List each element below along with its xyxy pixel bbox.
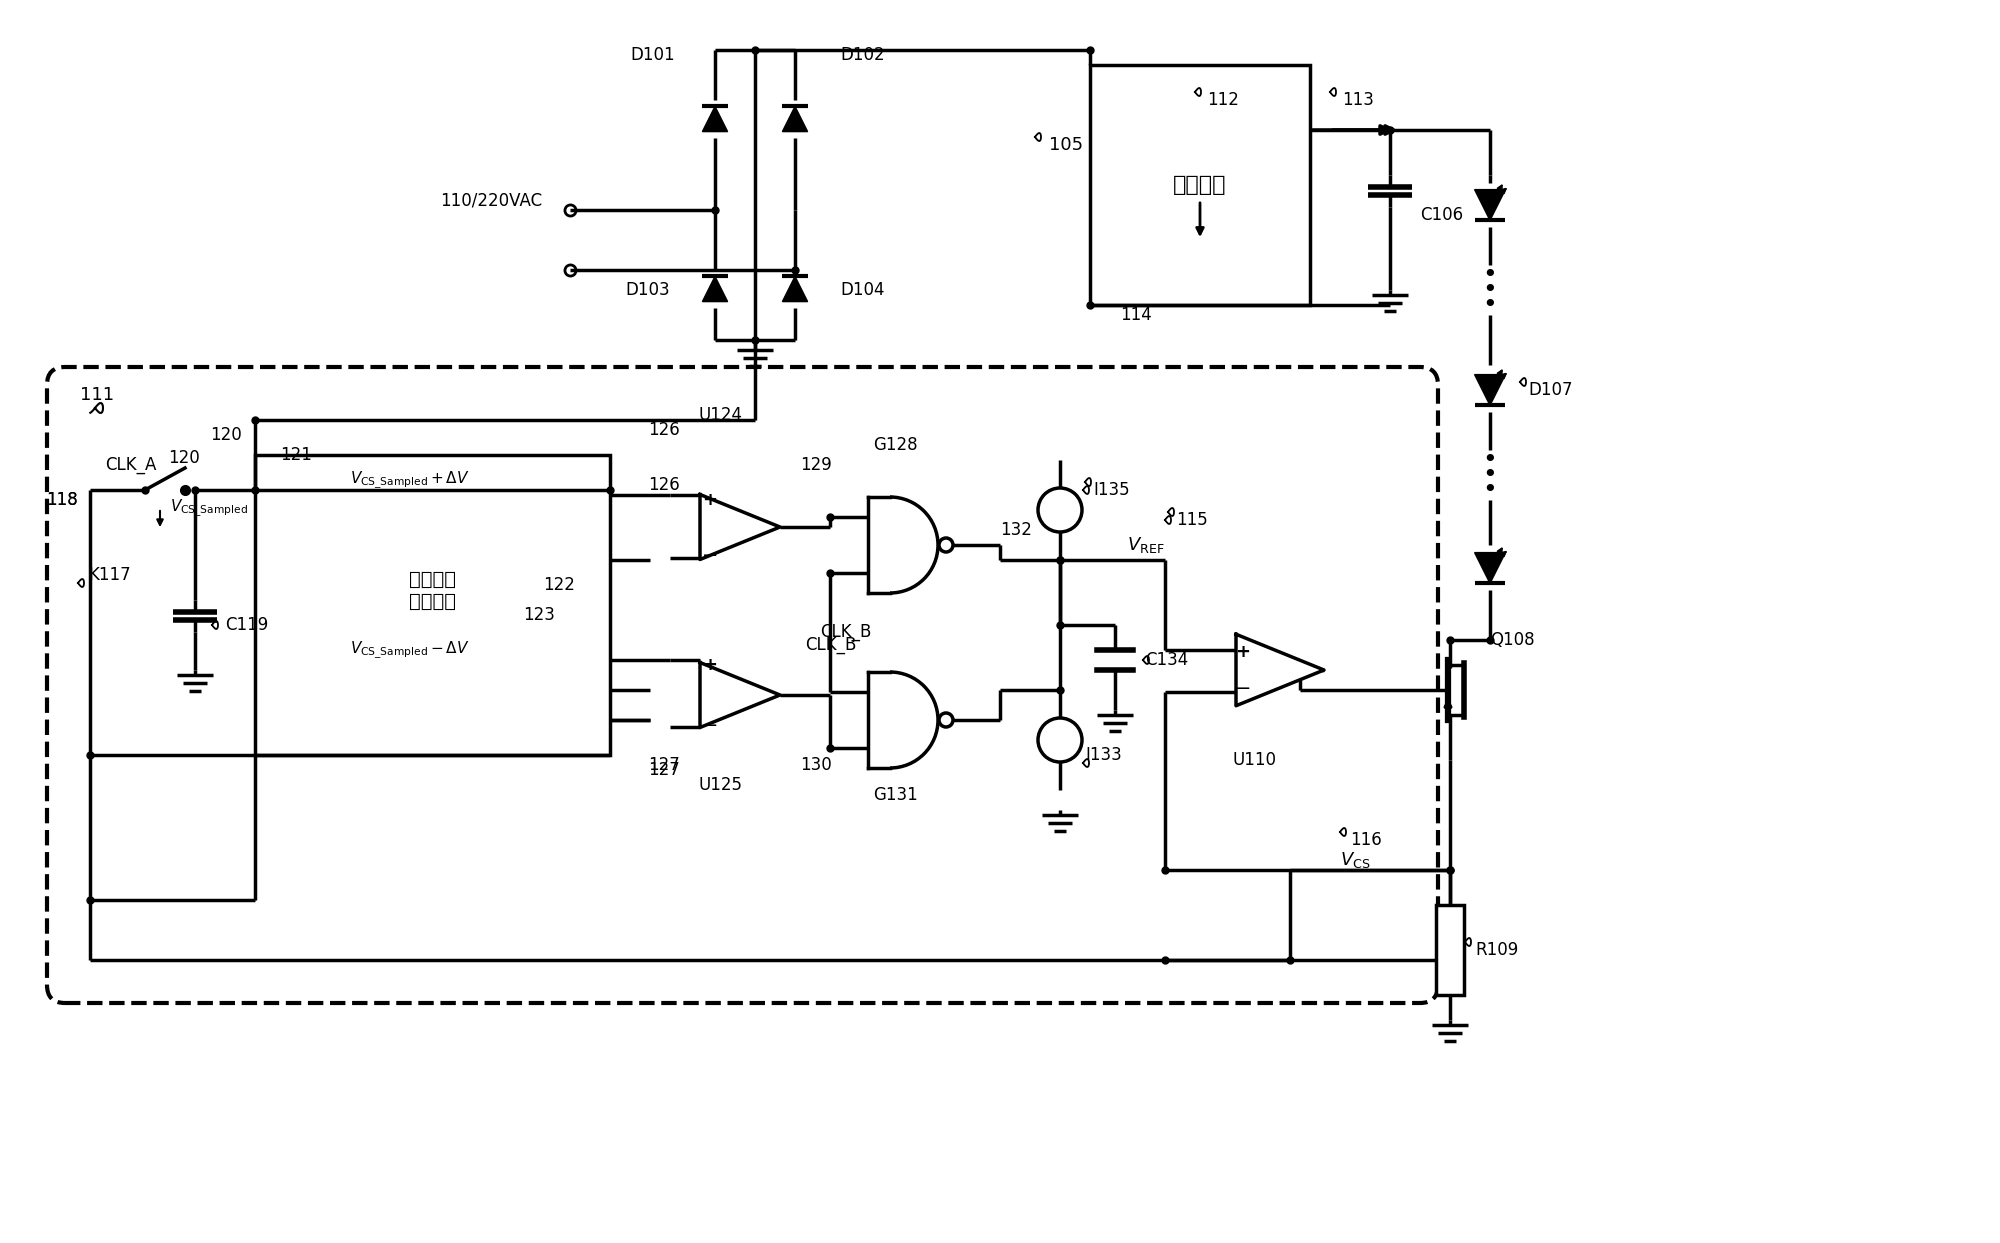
Text: 112: 112 [1208,91,1238,109]
Circle shape [1038,718,1082,762]
Text: U124: U124 [698,406,742,424]
FancyBboxPatch shape [1090,65,1310,305]
Polygon shape [1474,374,1506,405]
Text: $V_{\rm CS\_Sampled}$: $V_{\rm CS\_Sampled}$ [170,497,248,518]
Text: U125: U125 [698,776,742,794]
Text: •: • [1482,479,1498,502]
Text: I135: I135 [1092,481,1130,498]
Text: C106: C106 [1420,206,1464,224]
Text: −: − [702,716,718,735]
Text: •: • [1482,278,1498,302]
Text: 113: 113 [1342,91,1374,109]
Text: CLK_A: CLK_A [104,456,156,474]
Text: U110: U110 [1232,751,1278,769]
Circle shape [1038,488,1082,532]
Text: 111: 111 [80,387,114,404]
Text: G131: G131 [872,786,918,804]
FancyBboxPatch shape [256,455,610,755]
Text: 127: 127 [648,761,680,779]
Polygon shape [1474,190,1506,220]
Text: $V_{\rm CS\_Sampled}-\Delta V$: $V_{\rm CS\_Sampled}-\Delta V$ [350,639,470,660]
Text: 116: 116 [1350,832,1382,849]
Text: 115: 115 [1176,511,1208,530]
Text: D102: D102 [840,46,884,63]
Text: 126: 126 [648,476,680,493]
Polygon shape [702,107,728,132]
Text: D107: D107 [1528,382,1572,399]
Text: G128: G128 [872,436,918,454]
Text: +: + [1236,643,1250,661]
Text: 基准电压
生成电路: 基准电压 生成电路 [408,569,456,610]
Text: 121: 121 [280,446,312,464]
Text: R109: R109 [1476,941,1518,960]
Text: D101: D101 [630,46,676,63]
Text: $V_{\rm CS}$: $V_{\rm CS}$ [1340,850,1370,870]
Polygon shape [700,663,780,727]
Text: •: • [1482,264,1498,287]
Text: −: − [1234,679,1252,697]
Text: I133: I133 [1084,746,1122,764]
Text: 122: 122 [544,576,576,594]
Text: 120: 120 [168,449,200,467]
Text: D103: D103 [626,281,670,300]
Text: 110/220VAC: 110/220VAC [440,191,542,209]
Text: 129: 129 [800,456,832,474]
Polygon shape [782,107,808,132]
Text: 130: 130 [800,756,832,774]
Text: 127: 127 [648,756,680,774]
Text: CLK_B: CLK_B [804,636,856,654]
Polygon shape [702,276,728,302]
Text: K117: K117 [88,566,130,584]
Text: •: • [1482,447,1498,472]
Text: •: • [1482,462,1498,487]
Text: 恒流电路: 恒流电路 [1174,175,1226,195]
Text: 120: 120 [210,426,242,444]
Text: 132: 132 [1000,521,1032,539]
Circle shape [940,713,954,727]
Text: +: + [702,491,718,508]
Polygon shape [782,276,808,302]
Text: •: • [1482,293,1498,317]
Text: 118: 118 [46,491,78,508]
FancyBboxPatch shape [1436,905,1464,994]
Text: Q108: Q108 [1490,631,1534,649]
Polygon shape [1474,553,1506,583]
Text: CLK_B: CLK_B [820,623,872,641]
Text: C119: C119 [224,617,268,634]
Polygon shape [700,495,780,559]
Text: 105: 105 [1048,135,1084,154]
Text: 118: 118 [46,491,78,508]
Text: −: − [702,546,718,564]
Text: $V_{\rm REF}$: $V_{\rm REF}$ [1128,534,1164,556]
Polygon shape [1236,634,1324,706]
Text: C134: C134 [1144,651,1188,669]
Circle shape [940,538,954,552]
Text: 123: 123 [524,607,556,624]
Text: 126: 126 [648,421,680,439]
Text: $V_{\rm CS\_Sampled}+\Delta V$: $V_{\rm CS\_Sampled}+\Delta V$ [350,470,470,491]
Text: D104: D104 [840,281,884,300]
Text: +: + [702,656,718,674]
Text: 114: 114 [1120,306,1152,324]
